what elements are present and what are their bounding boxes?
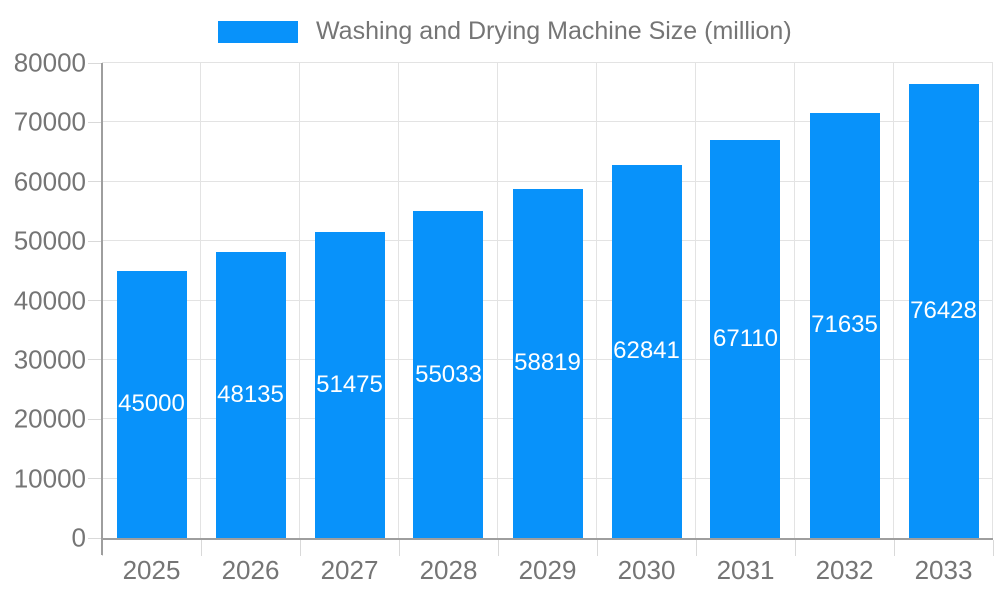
grid-line-v — [397, 63, 399, 538]
bar-slot: 62841 — [597, 63, 696, 538]
y-tick — [88, 121, 102, 123]
bar-2032[interactable]: 71635 — [809, 112, 880, 538]
bar-2030[interactable]: 62841 — [611, 164, 682, 538]
x-axis-label-2031: 2031 — [716, 555, 775, 585]
grid-line-v — [892, 63, 894, 538]
bar-2026[interactable]: 48135 — [215, 252, 286, 538]
x-axis-label-2032: 2032 — [815, 555, 874, 585]
bar-value-label: 48135 — [217, 381, 284, 409]
y-tick — [88, 537, 102, 539]
grid-line-v — [694, 63, 696, 538]
y-tick — [88, 478, 102, 480]
x-axis-label-2025: 2025 — [122, 555, 181, 585]
x-tick — [597, 540, 598, 556]
grid-line-v — [794, 63, 795, 538]
y-axis-label: 60000 — [13, 166, 86, 197]
plot-area: 45000 48135 51475 55033 58819 62841 67110 71635… — [102, 62, 993, 538]
grid-line-h — [102, 180, 993, 182]
bar-slot: 71635 — [795, 63, 894, 538]
bar-slot: 76428 — [894, 63, 993, 538]
y-axis-line — [101, 63, 103, 555]
grid-line-v — [992, 63, 993, 538]
x-tick — [696, 540, 697, 556]
x-axis-label-2027: 2027 — [320, 555, 379, 585]
bar-slot: 55033 — [399, 63, 498, 538]
y-axis-label: 20000 — [13, 403, 86, 434]
bar-value-label: 55033 — [415, 360, 482, 388]
grid-line-v — [298, 63, 300, 538]
x-axis-label-2033: 2033 — [914, 555, 973, 585]
bar-slot: 48135 — [201, 63, 300, 538]
y-tick — [88, 359, 102, 361]
bar-2029[interactable]: 58819 — [512, 188, 583, 538]
x-axis-label-2029: 2029 — [518, 555, 577, 585]
x-tick — [993, 540, 994, 556]
y-axis-label: 50000 — [13, 225, 86, 256]
y-axis-label: 70000 — [13, 106, 86, 137]
y-axis-label: 40000 — [13, 285, 86, 315]
y-axis-label: 80000 — [13, 47, 86, 78]
legend-label: Washing and Drying Machine Size (million… — [316, 17, 792, 45]
grid-line-h — [102, 62, 993, 63]
x-tick — [201, 540, 202, 556]
bar-value-label: 62841 — [613, 337, 680, 365]
x-axis-line — [102, 538, 993, 540]
bar-value-label: 58819 — [514, 349, 581, 377]
bar-value-label: 51475 — [316, 371, 383, 399]
y-tick — [88, 62, 102, 64]
legend-item[interactable]: Washing and Drying Machine Size (million… — [218, 17, 792, 46]
bar-slot: 58819 — [498, 63, 597, 538]
bar-slot: 45000 — [102, 63, 201, 538]
grid-line-v — [199, 63, 201, 538]
bar-slot: 67110 — [696, 63, 795, 538]
y-tick — [88, 240, 102, 242]
y-axis-label: 10000 — [13, 463, 86, 494]
bar-value-label: 76428 — [910, 297, 977, 325]
y-tick — [88, 181, 102, 183]
bar-2033[interactable]: 76428 — [908, 84, 979, 538]
x-axis-label-2030: 2030 — [617, 555, 676, 585]
legend-swatch-icon — [218, 20, 298, 43]
legend: Washing and Drying Machine Size (million… — [218, 17, 792, 46]
x-tick — [300, 540, 301, 556]
grid-line-v — [596, 63, 597, 538]
bar-value-label: 45000 — [118, 390, 185, 418]
bar-2027[interactable]: 51475 — [314, 232, 385, 538]
x-axis-label-2028: 2028 — [419, 555, 478, 585]
y-axis-label: 0 — [71, 522, 86, 553]
x-tick — [399, 540, 400, 556]
bar-2031[interactable]: 67110 — [710, 139, 781, 538]
y-tick — [88, 418, 102, 420]
grid-line-v — [496, 63, 498, 538]
x-axis-label-2026: 2026 — [221, 555, 280, 585]
bar-value-label: 67110 — [713, 324, 778, 352]
y-axis-label: 30000 — [13, 344, 86, 375]
bar-slot: 51475 — [300, 63, 399, 538]
x-tick — [795, 540, 796, 556]
bar-2028[interactable]: 55033 — [413, 211, 484, 538]
bar-2025[interactable]: 45000 — [116, 270, 187, 538]
x-tick — [498, 540, 499, 556]
grid-line-h — [102, 121, 993, 123]
x-tick — [894, 540, 895, 556]
y-tick — [88, 300, 102, 301]
bar-value-label: 71635 — [811, 311, 878, 339]
